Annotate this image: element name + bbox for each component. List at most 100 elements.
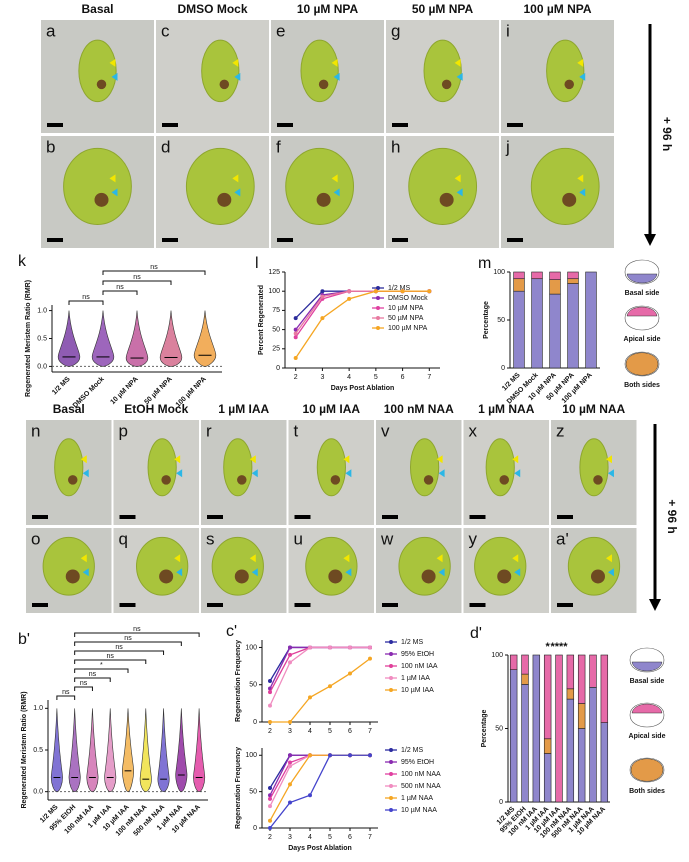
legend-label: 500 nM NAA [401, 783, 441, 790]
x-tick-label: 6 [348, 834, 352, 841]
thallus [408, 147, 478, 225]
bar-segment [589, 654, 597, 688]
thallus [42, 536, 95, 596]
legend-marker [389, 688, 393, 692]
data-point [288, 800, 292, 805]
scale-bar [119, 603, 136, 607]
data-point [288, 645, 292, 650]
meristem [330, 475, 341, 485]
yellow-arrowhead [80, 455, 87, 464]
cyan-arrowhead [176, 469, 183, 478]
scale-bar [294, 515, 311, 519]
x-tick-label: 2 [268, 834, 272, 841]
y-tick-label: 75 [272, 307, 280, 314]
legend-label: 1/2 MS [401, 747, 424, 754]
thallus [285, 147, 355, 225]
legend-label: 95% EtOH [401, 759, 434, 766]
meristem [328, 569, 343, 584]
time-arrow-head [644, 234, 656, 246]
significance-bracket [74, 686, 93, 691]
x-axis-label: Days Post Ablation [331, 385, 395, 392]
cyan-arrowhead [438, 568, 445, 577]
series-line [269, 646, 370, 689]
scale-bar [382, 603, 398, 607]
meristem [593, 475, 603, 485]
scale-bar [119, 515, 136, 519]
significance-bracket [74, 659, 147, 664]
y-tick-label: 50 [497, 317, 505, 324]
significance-bracket [74, 668, 129, 673]
yellow-arrowhead [343, 554, 350, 563]
thallus [546, 39, 585, 103]
bar-segment [531, 278, 543, 369]
legend-marker [389, 808, 393, 812]
data-point [400, 289, 405, 294]
bar-segment [549, 293, 561, 369]
data-point [308, 695, 312, 700]
series-line [269, 646, 370, 706]
significance-label: ns [82, 294, 90, 301]
panel-letter: a [46, 21, 56, 40]
legend-label: Apical side [624, 336, 661, 343]
data-point [368, 656, 372, 661]
cyan-arrowhead [456, 72, 463, 81]
violin [104, 708, 117, 792]
scale-bar [469, 603, 486, 607]
cyan-arrowhead [345, 469, 352, 478]
panel-letter: e [276, 21, 285, 40]
data-point [320, 294, 325, 299]
meristem [564, 79, 574, 90]
column-header: 1 µM NAA [478, 402, 535, 416]
data-point [293, 327, 298, 332]
violin [57, 310, 81, 367]
panel-letter: x [469, 421, 478, 440]
y-tick-label: 100 [245, 644, 257, 651]
data-point [293, 316, 298, 321]
data-point [268, 690, 272, 695]
thallus [409, 438, 440, 497]
x-tick-label: 2 [294, 374, 298, 381]
x-tick-label: 100 µM NPA [175, 376, 208, 409]
data-point [268, 786, 272, 790]
legend-swatch [626, 273, 658, 284]
significance-label: ns [116, 284, 124, 291]
data-point [427, 289, 432, 294]
significance-label: **** [550, 641, 568, 653]
y-axis-label: Regeneration Frequency [235, 747, 242, 829]
legend-label: 10 µM NAA [401, 807, 437, 814]
yellow-arrowhead [249, 554, 256, 563]
data-point [268, 703, 272, 708]
scale-bar [392, 238, 408, 242]
yellow-arrowhead [454, 174, 461, 183]
legend-swatch [630, 758, 664, 782]
data-point [348, 645, 352, 650]
y-axis-label: Percent Regenerated [258, 285, 265, 355]
legend-label: DMSO Mock [388, 295, 428, 302]
thallus [136, 536, 189, 596]
legend-marker [376, 316, 380, 320]
meristem [237, 475, 247, 485]
bar-segment [549, 271, 561, 280]
meristem [219, 79, 230, 90]
x-tick-label: 7 [368, 834, 372, 841]
cyan-arrowhead [82, 568, 89, 577]
x-tick-label: 5 [328, 728, 332, 735]
significance-bracket [102, 290, 138, 295]
meristem [217, 192, 232, 207]
panel-letter: j [505, 137, 510, 156]
column-header: 50 µM NPA [412, 2, 474, 16]
cyan-arrowhead [579, 188, 586, 197]
y-tick-label: 0 [253, 825, 257, 832]
scale-bar [207, 515, 223, 519]
thallus [567, 536, 621, 596]
legend-marker [389, 640, 393, 644]
data-point [288, 760, 292, 765]
data-point [328, 645, 332, 650]
scale-bar [294, 603, 311, 607]
legend-label: 1 µM IAA [401, 675, 430, 682]
bar-segment [521, 673, 529, 685]
meristem [423, 475, 434, 485]
legend-marker [376, 286, 380, 290]
data-point [348, 753, 352, 758]
thallus [185, 147, 255, 225]
